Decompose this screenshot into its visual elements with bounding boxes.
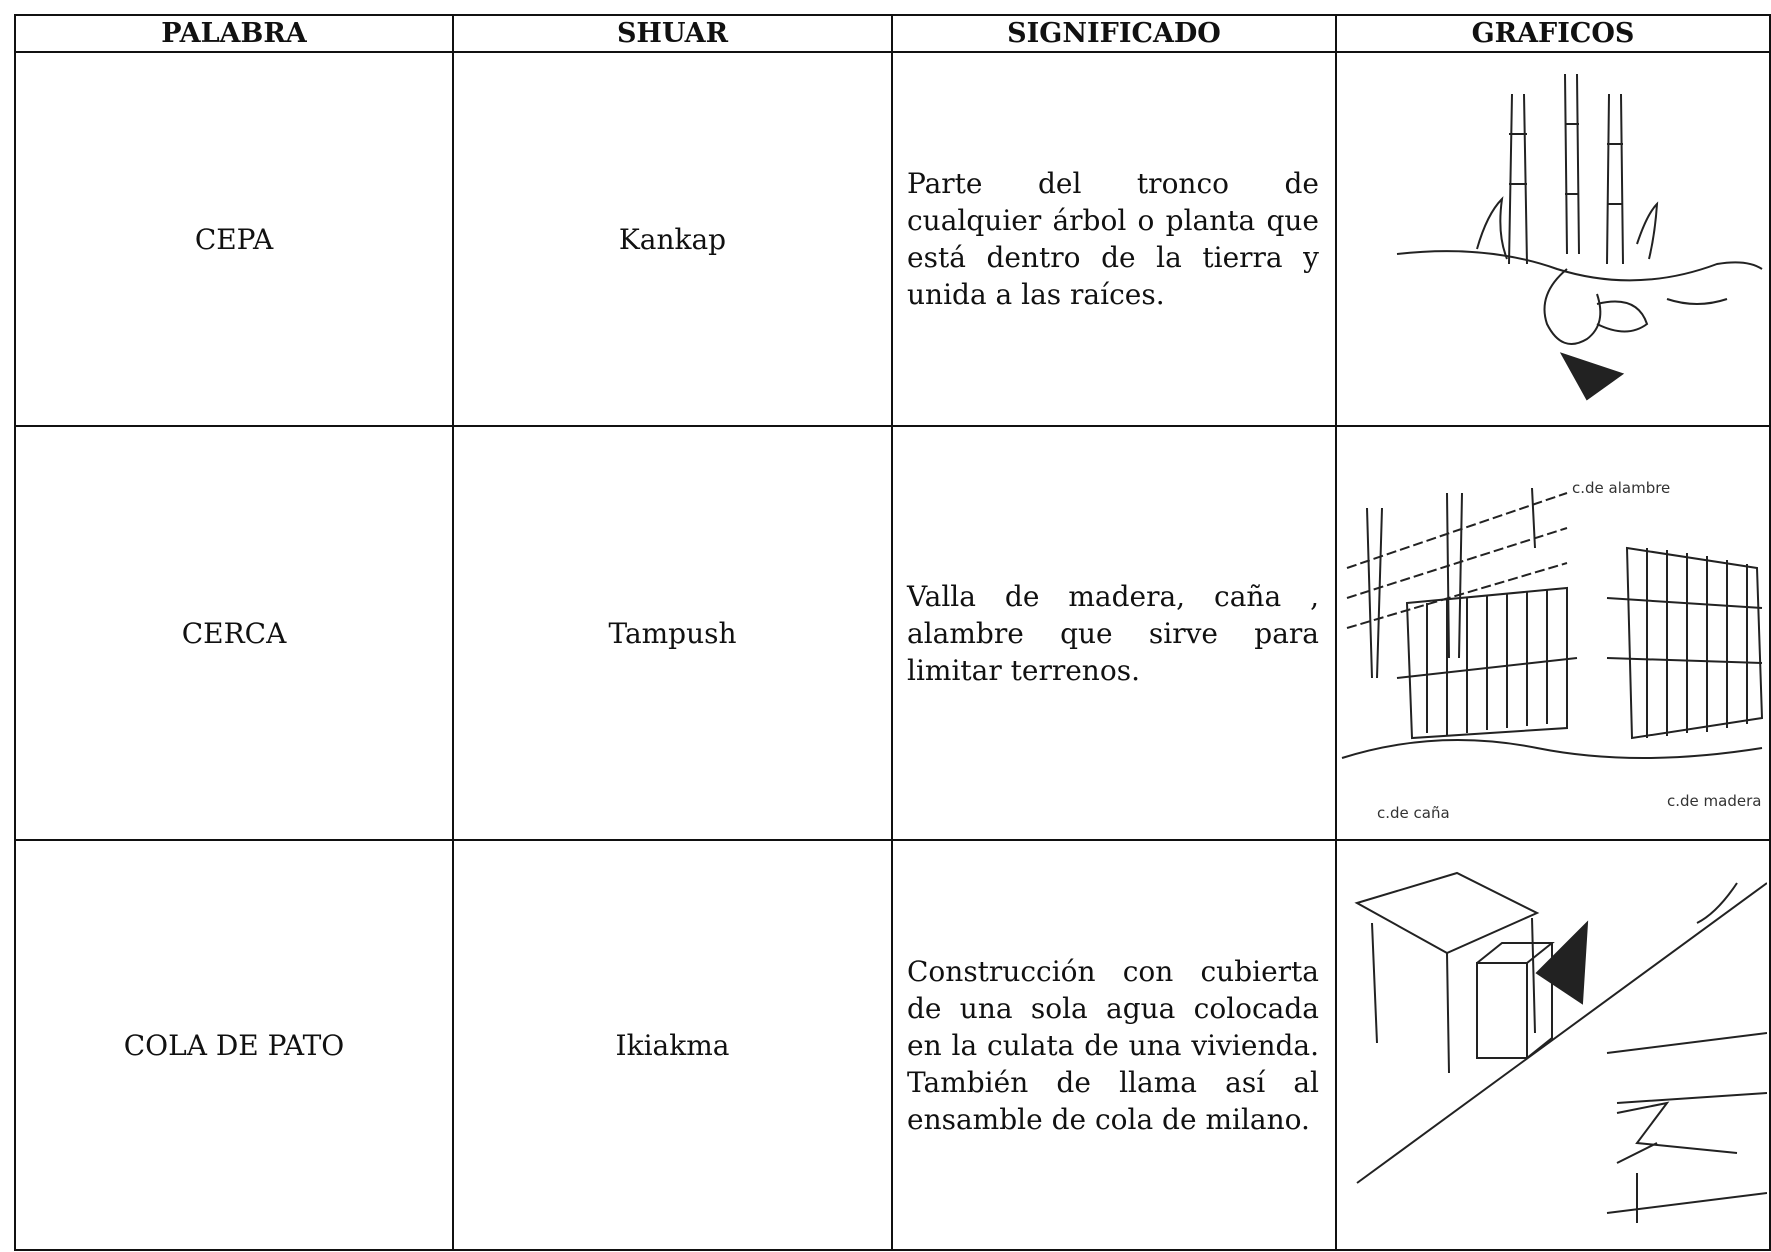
- row: COLA DE PATO Ikiakma Construcción con cu…: [14, 839, 1771, 1251]
- glossary-table: PALABRA SHUAR SIGNIFICADO GRAFICOS CEPA …: [14, 14, 1771, 1251]
- header-cell: SIGNIFICADO: [891, 14, 1337, 53]
- cerca-sketch: c.de alambre c.de caña c.de madera: [1341, 479, 1764, 822]
- graphic-cell: [1335, 839, 1771, 1251]
- shuar: Ikiakma: [452, 839, 893, 1251]
- row: CEPA Kankap Parte del tronco de cualquie…: [14, 51, 1771, 427]
- graphic-label: c.de caña: [1377, 804, 1450, 822]
- header-cell: GRAFICOS: [1335, 14, 1771, 53]
- row: CERCA Tampush Valla de madera, caña , al…: [14, 425, 1771, 841]
- header-cell: PALABRA: [14, 14, 454, 53]
- meaning: Parte del tronco de cualquier árbol o pl…: [891, 51, 1337, 427]
- graphic-label: c.de madera: [1667, 792, 1761, 810]
- meaning: Valla de madera, caña , alambre que sirv…: [891, 425, 1337, 841]
- meaning: Construcción con cubierta de una sola ag…: [891, 839, 1337, 1251]
- shuar: Tampush: [452, 425, 893, 841]
- header-cell: SHUAR: [452, 14, 893, 53]
- graphic-cell: [1335, 51, 1771, 427]
- word: CERCA: [14, 425, 454, 841]
- header-row: PALABRA SHUAR SIGNIFICADO GRAFICOS: [14, 14, 1771, 53]
- cola-de-pato-sketch: [1354, 871, 1767, 1223]
- word: CEPA: [14, 51, 454, 427]
- cepa-sketch: [1396, 73, 1763, 401]
- graphic-cell: c.de alambre c.de caña c.de madera: [1335, 425, 1771, 841]
- graphic-label: c.de alambre: [1572, 479, 1670, 497]
- word: COLA DE PATO: [14, 839, 454, 1251]
- shuar: Kankap: [452, 51, 893, 427]
